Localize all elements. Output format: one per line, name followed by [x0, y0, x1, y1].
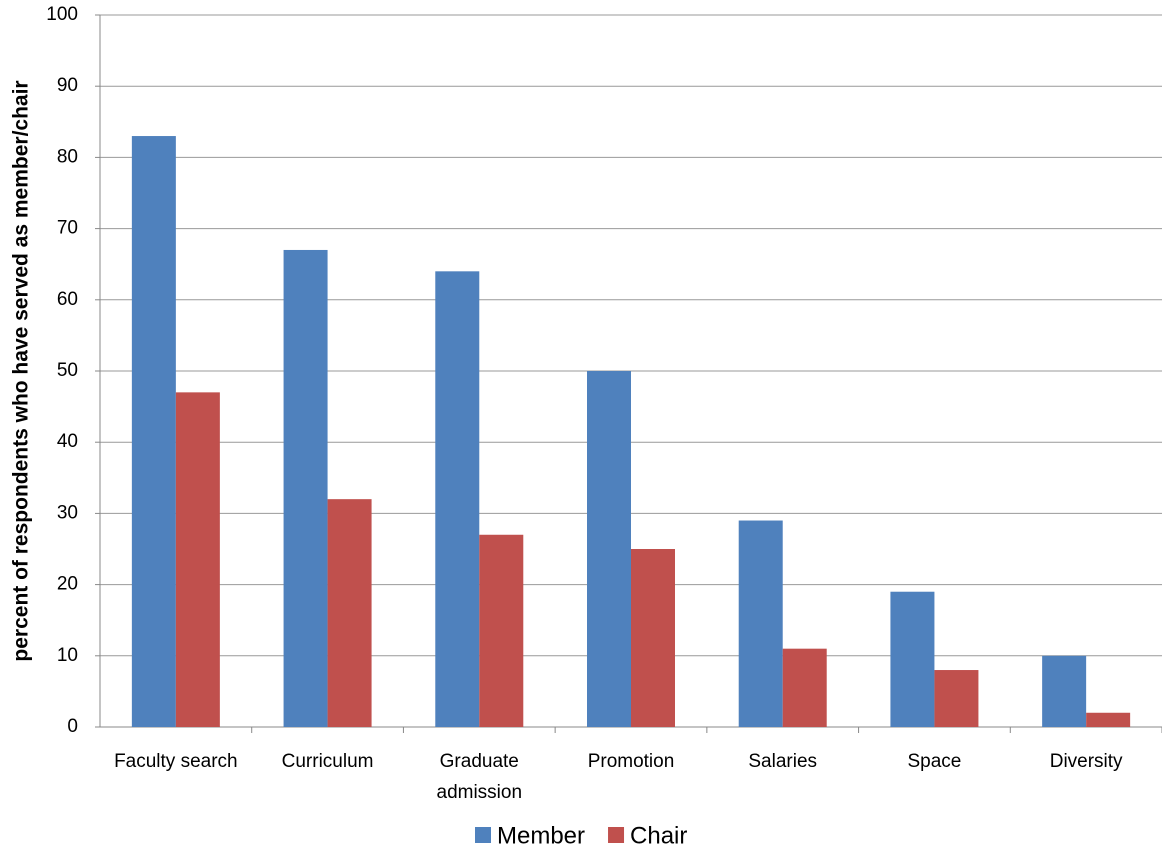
bar: [631, 549, 675, 727]
legend-swatch: [475, 827, 491, 843]
bar: [587, 371, 631, 727]
y-tick-label: 70: [57, 218, 78, 239]
x-tick-label: Faculty search: [114, 751, 238, 772]
legend-swatch: [608, 827, 625, 843]
y-tick-label: 20: [57, 574, 78, 595]
y-axis-title: percent of respondents who have served a…: [10, 80, 33, 661]
x-tick-label: Graduate admission: [436, 751, 523, 803]
x-tick-label: Salaries: [748, 751, 818, 772]
bar: [1086, 712, 1131, 727]
y-tick-label: 80: [57, 146, 78, 167]
y-tick-label: 100: [46, 4, 78, 25]
bar: [435, 271, 480, 727]
bar: [131, 136, 176, 728]
bar: [782, 648, 827, 727]
legend-label: Member: [497, 822, 585, 849]
bar: [738, 520, 783, 727]
x-tick-label: Space: [907, 751, 962, 772]
bar: [934, 670, 979, 727]
bar: [479, 534, 524, 727]
bar: [175, 392, 220, 727]
bar: [890, 591, 935, 727]
y-tick-label: 90: [57, 75, 78, 96]
y-tick-label: 10: [57, 645, 78, 666]
x-tick-label: Promotion: [587, 751, 675, 772]
y-tick-label: 0: [67, 716, 78, 737]
y-tick-label: 60: [57, 289, 78, 310]
bar: [327, 499, 372, 727]
y-tick-label: 30: [57, 502, 78, 523]
y-tick-label: 40: [57, 431, 78, 452]
legend-label: Chair: [630, 822, 687, 849]
bar: [1042, 655, 1087, 727]
y-tick-label: 50: [57, 360, 78, 381]
bar: [283, 249, 328, 727]
x-tick-label: Diversity: [1049, 751, 1123, 772]
x-tick-label: Curriculum: [281, 751, 374, 772]
